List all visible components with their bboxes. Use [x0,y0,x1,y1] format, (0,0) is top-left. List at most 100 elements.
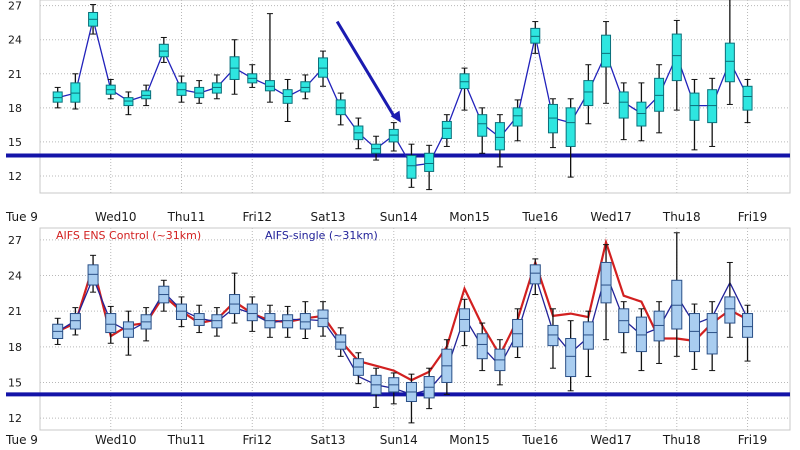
box-plot [618,301,630,354]
y-tick-label: 18 [8,341,22,354]
x-day-label: Tue 9 [5,210,38,224]
y-tick-label: 21 [8,68,22,81]
box-plot [246,296,258,332]
box-plot [370,367,382,408]
box-plot [707,77,718,147]
box-body [335,99,346,116]
box-plot [353,117,364,150]
box-plot [176,75,187,103]
box-body [476,333,488,360]
box-plot [654,64,665,134]
box-body [141,90,152,100]
box-plot [565,98,576,178]
box-body [618,91,629,119]
legend-entry: AIFS ENS Control (~31km) [56,229,201,242]
box-body [547,324,559,347]
box-body [459,308,471,332]
box-body [512,107,523,127]
box-body [565,107,576,147]
box-plot [52,317,64,345]
box-body [300,81,311,93]
box-body [583,80,594,107]
box-body [636,101,647,127]
box-plot [247,64,258,88]
x-day-label: Tue16 [521,210,558,224]
box-body [724,296,736,324]
box-plot [706,301,718,372]
box-plot [529,258,541,296]
y-tick-label: 18 [8,102,22,115]
x-day-label: Fri19 [738,433,768,447]
box-plot [158,36,169,63]
box-plot [688,303,700,370]
box-plot [352,352,364,385]
box-body [264,80,275,92]
box-body [459,73,470,90]
box-plot [618,82,629,141]
box-plot [211,74,222,100]
box-body [52,91,63,103]
box-plot [123,91,134,116]
box-plot [742,78,753,124]
box-plot [547,308,559,369]
box-plot [229,272,241,324]
x-day-label: Fri12 [242,210,272,224]
box-body [441,120,452,140]
x-day-label: Thu18 [662,433,701,447]
x-day-label: Thu11 [167,210,206,224]
x-day-label: Thu18 [662,210,701,224]
box-body [565,338,577,378]
box-plot [70,73,81,110]
x-day-label: Wed17 [590,433,631,447]
x-day-label: Mon15 [449,210,490,224]
box-plot [671,232,683,357]
median-series-line [57,19,749,167]
box-plot [88,4,99,35]
box-body [406,155,417,179]
y-tick-label: 12 [8,170,22,183]
trend-arrow-shaft [335,20,397,119]
box-body [600,261,612,304]
box-plot [424,144,435,191]
y-tick-label: 24 [8,270,22,283]
box-plot [211,307,223,337]
box-body [211,82,222,94]
box-plot [406,143,417,188]
box-body [742,313,754,338]
box-body [654,77,665,112]
box-plot [512,99,523,142]
box-plot [653,301,665,364]
box-plot [582,310,594,378]
box-plot [724,0,735,105]
box-plot [636,82,647,142]
x-day-label: Wed17 [590,210,631,224]
box-body [194,86,205,99]
box-plot [69,307,81,336]
box-body [211,314,223,329]
box-plot [689,78,700,151]
box-plot [87,254,99,293]
box-plot [335,327,347,357]
box-plot [371,135,382,161]
box-plot [512,308,524,359]
x-day-label: Wed10 [95,433,136,447]
box-plot [459,298,471,347]
box-plot [264,304,276,338]
box-plot [742,304,754,362]
box-plot [141,84,152,107]
box-plot [423,367,435,410]
box-plot [724,261,736,338]
box-body [512,318,524,348]
x-day-label: Tue16 [521,433,558,447]
box-body [688,313,700,353]
y-tick-label: 27 [8,0,22,13]
box-plot [405,373,417,424]
box-plot [530,21,541,54]
panel-frame [39,0,791,194]
box-plot [317,301,329,337]
legend-entry: AIFS-single (~31km) [265,229,378,242]
box-plot [600,244,612,341]
box-body [742,85,753,111]
box-body [122,321,134,338]
